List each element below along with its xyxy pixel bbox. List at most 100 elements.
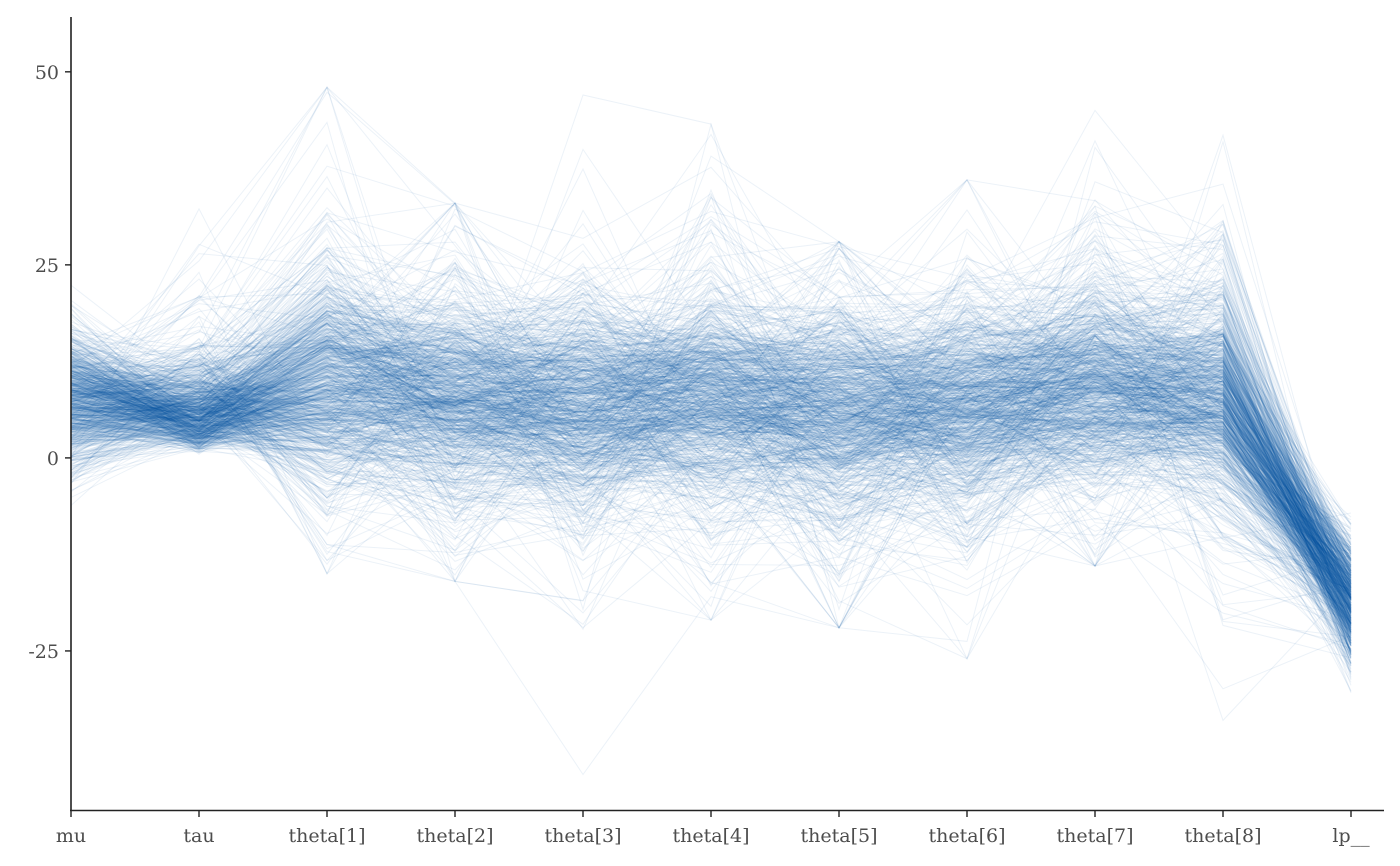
draw-line xyxy=(70,392,1352,587)
draw-line xyxy=(70,285,1352,620)
draw-line xyxy=(70,302,1352,610)
draw-line xyxy=(70,433,1352,639)
draw-line xyxy=(70,320,1352,584)
draw-line xyxy=(70,327,1352,631)
draw-line xyxy=(70,349,1352,647)
draw-line xyxy=(70,301,1352,561)
draw-line xyxy=(70,366,1352,565)
draw-line xyxy=(70,341,1352,632)
draw-line xyxy=(70,364,1352,598)
draw-line xyxy=(70,241,1352,654)
draw-line xyxy=(70,329,1352,623)
draw-line xyxy=(70,361,1352,598)
draw-line xyxy=(70,344,1352,616)
draw-line xyxy=(70,258,1352,585)
draw-line xyxy=(70,334,1352,602)
draw-line xyxy=(70,310,1352,634)
draw-line xyxy=(70,195,1352,626)
draw-line xyxy=(70,230,1352,599)
draw-line xyxy=(70,410,1352,624)
draw-line xyxy=(70,282,1352,620)
draw-line xyxy=(70,255,1352,664)
draw-line xyxy=(70,280,1352,646)
draw-line xyxy=(70,417,1352,591)
draw-line xyxy=(70,318,1352,587)
draw-line xyxy=(70,408,1352,587)
draw-line xyxy=(70,284,1352,598)
draw-line xyxy=(70,232,1352,612)
draw-line xyxy=(70,284,1352,582)
draw-line xyxy=(70,345,1352,637)
draw-line xyxy=(70,319,1352,596)
draw-line xyxy=(70,309,1352,623)
draw-line xyxy=(70,292,1352,634)
draw-line xyxy=(70,359,1352,642)
draw-line xyxy=(70,310,1352,591)
draw-line xyxy=(70,398,1352,540)
draw-line xyxy=(70,322,1352,560)
draw-line xyxy=(70,376,1352,638)
draw-line xyxy=(70,309,1352,593)
draw-line xyxy=(70,319,1352,638)
draw-line xyxy=(70,412,1352,589)
draw-line xyxy=(70,419,1352,628)
draw-line xyxy=(70,319,1352,539)
draw-line xyxy=(70,325,1352,601)
draw-line xyxy=(70,394,1352,600)
draw-line xyxy=(70,362,1352,625)
draw-line xyxy=(70,347,1352,686)
draw-line xyxy=(70,271,1352,526)
draw-line xyxy=(70,375,1352,581)
draw-line xyxy=(70,86,1352,605)
draw-line xyxy=(70,366,1352,589)
draw-line xyxy=(70,348,1352,572)
draw-line xyxy=(70,91,1352,653)
draw-line xyxy=(70,309,1352,583)
draw-line xyxy=(70,399,1352,598)
draw-line xyxy=(70,240,1352,568)
draw-line xyxy=(70,287,1352,558)
draw-line xyxy=(70,278,1352,549)
draw-line xyxy=(70,297,1352,614)
draw-line xyxy=(70,359,1352,583)
draw-line xyxy=(70,285,1352,640)
draw-line xyxy=(70,305,1352,597)
draw-line xyxy=(70,375,1352,653)
draw-line xyxy=(70,258,1352,609)
draw-line xyxy=(70,384,1352,590)
draw-line xyxy=(70,291,1352,644)
draw-line xyxy=(70,321,1352,596)
draw-line xyxy=(70,337,1352,532)
draw-line xyxy=(70,381,1352,607)
draw-line xyxy=(70,307,1352,599)
draw-line xyxy=(70,352,1352,611)
draw-line xyxy=(70,302,1352,603)
draw-line xyxy=(70,334,1352,599)
draw-line xyxy=(70,400,1352,592)
draw-line xyxy=(70,243,1352,625)
draw-line xyxy=(70,275,1352,590)
x-tick-label: theta[7] xyxy=(1057,825,1134,847)
draw-line xyxy=(70,307,1352,613)
draw-line xyxy=(70,371,1352,595)
draw-line xyxy=(70,332,1352,629)
draw-line xyxy=(70,218,1352,655)
draw-line xyxy=(70,356,1352,562)
draw-line xyxy=(70,228,1352,629)
draw-line xyxy=(70,239,1352,548)
draw-line xyxy=(70,296,1352,581)
draw-line xyxy=(70,406,1352,580)
draw-line xyxy=(70,408,1352,634)
draw-line xyxy=(70,329,1352,575)
draw-line xyxy=(70,271,1352,576)
draw-line xyxy=(70,401,1352,569)
y-tick-label: 25 xyxy=(35,255,59,277)
draw-line xyxy=(70,319,1352,569)
draw-line xyxy=(70,344,1352,591)
draw-line xyxy=(70,324,1352,642)
draw-line xyxy=(70,253,1352,621)
draw-line xyxy=(70,279,1352,664)
draw-line xyxy=(70,349,1352,627)
draw-line xyxy=(70,324,1352,552)
draw-line xyxy=(70,322,1352,625)
